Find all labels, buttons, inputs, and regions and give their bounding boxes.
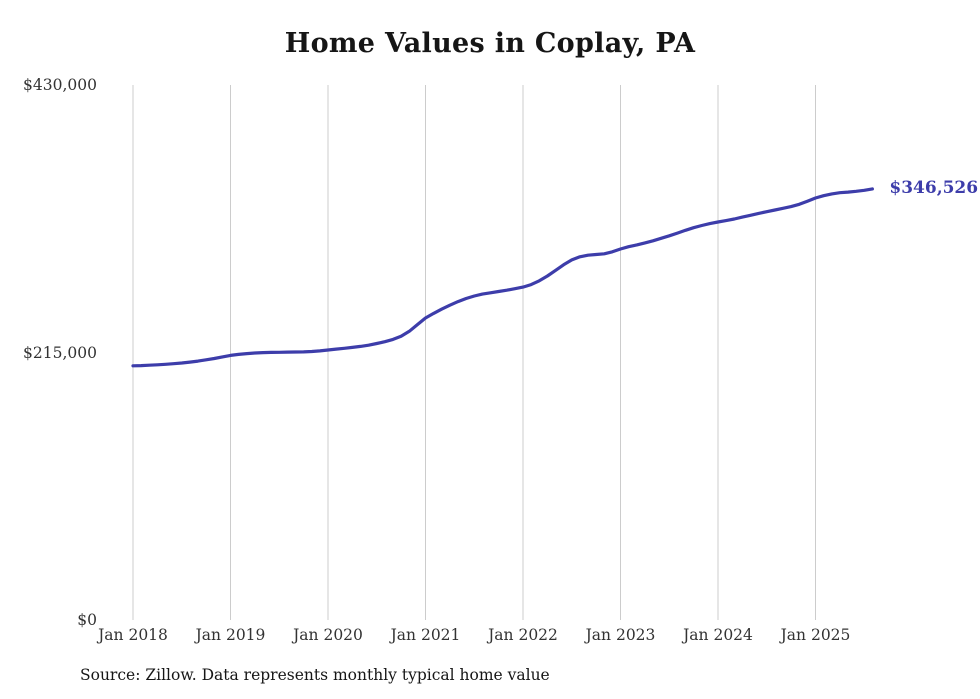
home-value-line — [131, 187, 875, 368]
x-tick-label: Jan 2020 — [293, 626, 363, 644]
x-tick-label: Jan 2021 — [390, 626, 461, 644]
x-tick-label: Jan 2019 — [195, 626, 266, 644]
x-tick-label: Jan 2018 — [98, 626, 168, 644]
x-tick-label: Jan 2023 — [585, 626, 656, 644]
y-tick-label: $430,000 — [23, 76, 97, 94]
source-note: Source: Zillow. Data represents monthly … — [80, 666, 550, 684]
x-tick-label: Jan 2024 — [683, 626, 753, 644]
chart-title: Home Values in Coplay, PA — [284, 28, 696, 59]
y-tick-label: $0 — [77, 611, 97, 629]
y-tick-label: $215,000 — [23, 343, 97, 362]
x-tick-label: Jan 2025 — [780, 626, 851, 644]
x-tick-label: Jan 2022 — [488, 626, 558, 644]
current-value-label: $346,526 — [889, 177, 979, 198]
